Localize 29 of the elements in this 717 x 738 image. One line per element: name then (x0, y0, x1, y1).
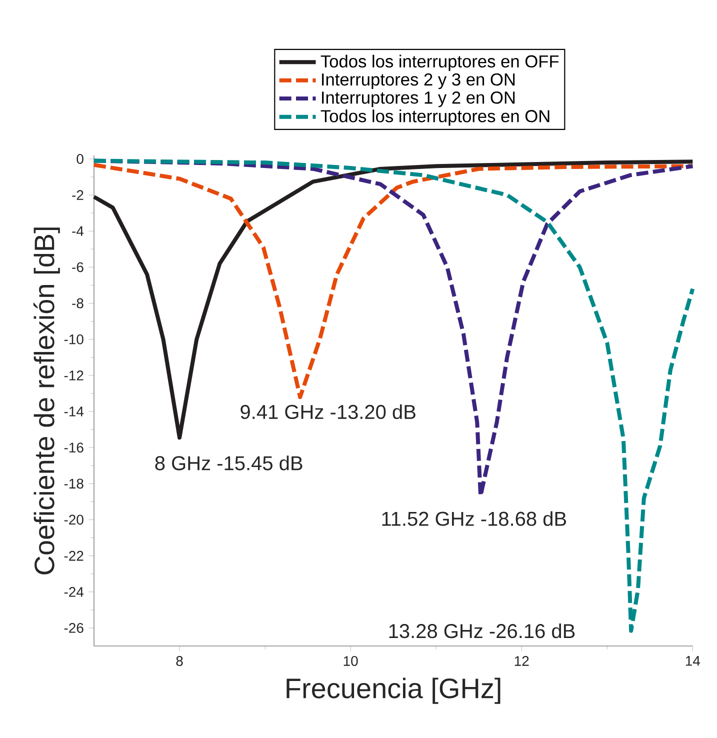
legend-label: Todos los interruptores en ON (320, 110, 550, 126)
y-tick-label: -6 (72, 262, 84, 272)
y-tick-label: -14 (64, 406, 84, 416)
y-tick-label: -2 (72, 190, 84, 200)
y-tick-label: -20 (64, 514, 84, 525)
y-tick-label: -26 (64, 623, 84, 633)
y-axis-title: Coeficiente de reflexión [dB] (33, 228, 60, 574)
x-tick-label: 8 (176, 656, 183, 666)
legend-label: Interruptores 1 y 2 en ON (322, 91, 515, 108)
legend-label: Interruptores 2 y 3 en ON (322, 73, 515, 90)
y-tick-label: -16 (64, 442, 84, 453)
x-tick-label: 14 (686, 656, 700, 666)
legend-label: Todos los interruptores en OFF (320, 54, 559, 71)
annotation: 13.28 GHz -26.16 dB (389, 624, 575, 638)
x-tick-label: 12 (514, 656, 529, 666)
y-tick-label: -8 (72, 298, 84, 308)
y-tick-label: -18 (64, 478, 84, 489)
y-tick-label: -12 (64, 370, 84, 380)
y-tick-label: -10 (64, 334, 84, 344)
x-axis-title: Frecuencia [GHz] (286, 678, 500, 704)
line-series (92, 162, 695, 400)
y-tick-label: -4 (72, 226, 84, 236)
annotation: 11.52 GHz -18.68 dB (382, 511, 566, 526)
x-tick-label: 10 (344, 656, 358, 666)
y-tick-label: -22 (64, 550, 84, 561)
y-tick-label: 0 (76, 154, 84, 164)
annotation: 8 GHz -15.45 dB (155, 456, 302, 470)
y-tick-label: -24 (64, 587, 84, 597)
annotation: 9.41 GHz -13.20 dB (240, 404, 416, 420)
